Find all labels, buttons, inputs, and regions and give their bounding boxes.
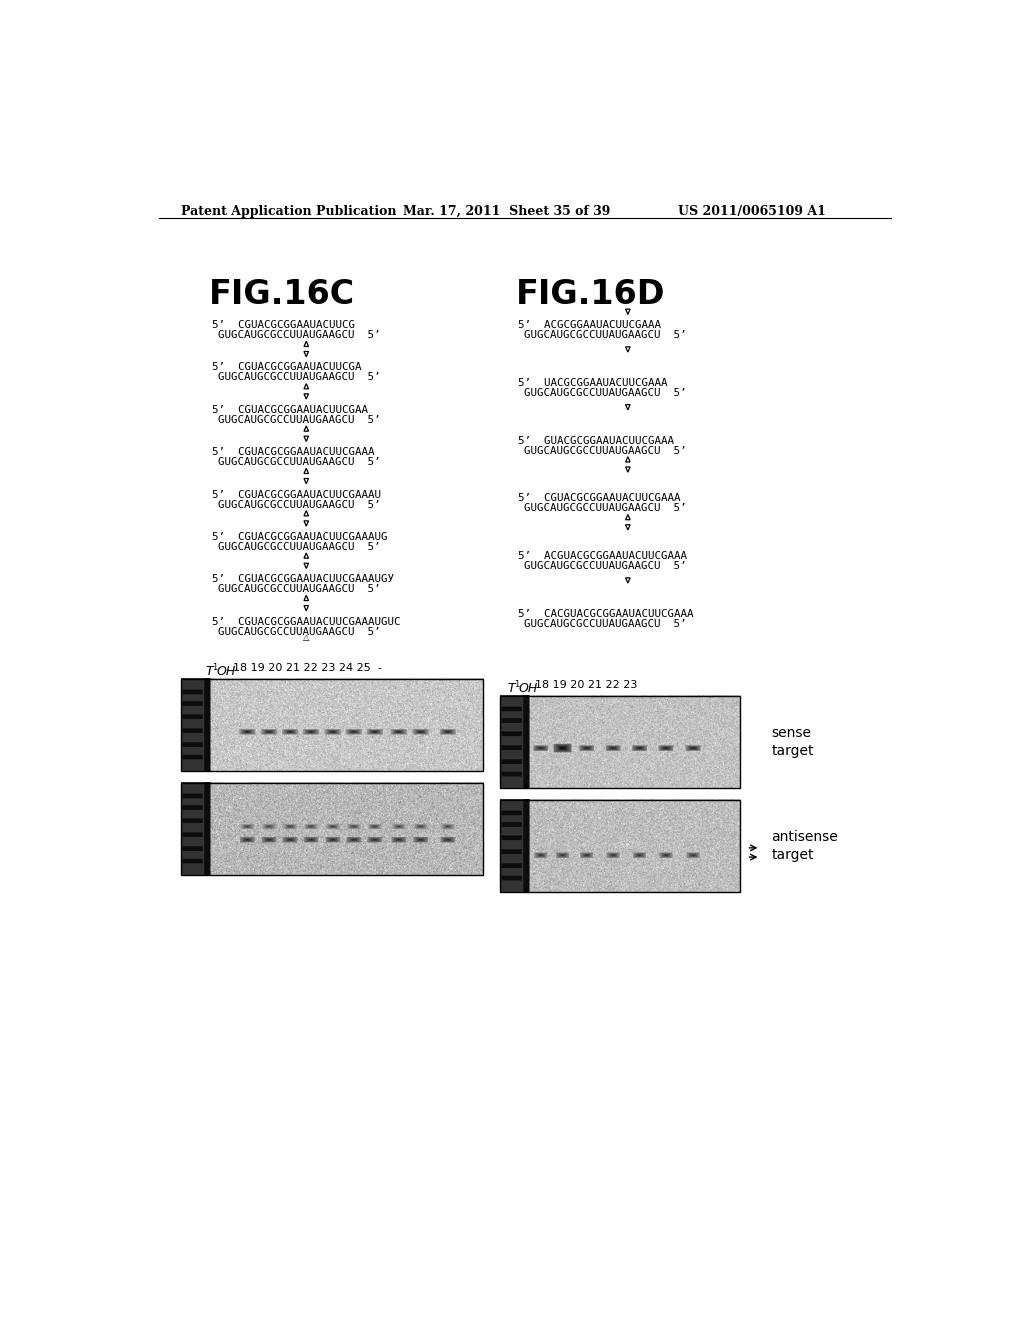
Text: 5’  CGUACGCGGAAUACUUCGAAAUGУ: 5’ CGUACGCGGAAUACUUCGAAAUGУ: [212, 574, 393, 585]
Text: 5’  CGUACGCGGAAUACUUCGA: 5’ CGUACGCGGAAUACUUCGA: [212, 363, 361, 372]
Text: T: T: [508, 682, 515, 696]
Text: T: T: [206, 665, 213, 678]
Text: 5’  GUACGCGGAAUACUUCGAAA: 5’ GUACGCGGAAUACUUCGAAA: [518, 436, 674, 446]
Text: Patent Application Publication: Patent Application Publication: [180, 205, 396, 218]
Text: GUGCAUGCGCCUUAUGAAGCU  5’: GUGCAUGCGCCUUAUGAAGCU 5’: [524, 330, 686, 341]
Text: 5’  CGUACGCGGAAUACUUCG: 5’ CGUACGCGGAAUACUUCG: [212, 321, 354, 330]
Text: 5’  CGUACGCGGAAUACUUCGAAA: 5’ CGUACGCGGAAUACUUCGAAA: [518, 494, 680, 503]
Text: 18 19 20 21 22 23 24 25  -: 18 19 20 21 22 23 24 25 -: [232, 663, 381, 673]
Text: GUGCAUGCGCCUUAUGAAGCU  5’: GUGCAUGCGCCUUAUGAAGCU 5’: [524, 446, 686, 455]
Text: 5’  CGUACGCGGAAUACUUCGAAAU: 5’ CGUACGCGGAAUACUUCGAAAU: [212, 490, 381, 499]
Text: GUGCAUGCGCCUUAUGAAGCU  5’: GUGCAUGCGCCUUAUGAAGCU 5’: [524, 503, 686, 513]
Text: GUGCAUGCGCCUUAUGAAGCU  5’: GUGCAUGCGCCUUAUGAAGCU 5’: [218, 585, 380, 594]
Text: GUGCAUGCGCCUUAUGAAGCU  5’: GUGCAUGCGCCUUAUGAAGCU 5’: [524, 561, 686, 572]
Text: 5’  CACGUACGCGGAAUACUUCGAAA: 5’ CACGUACGCGGAAUACUUCGAAA: [518, 609, 693, 619]
Text: OH: OH: [518, 682, 538, 696]
Text: GUGCAUGCGCCUUAUGAAGCU  5’: GUGCAUGCGCCUUAUGAAGCU 5’: [218, 372, 380, 383]
Text: OH: OH: [216, 665, 236, 678]
Text: GUGCAUGCGCCUUAUGAAGCU  5’: GUGCAUGCGCCUUAUGAAGCU 5’: [218, 330, 380, 341]
Text: △: △: [303, 632, 309, 642]
Text: 5’  CGUACGCGGAAUACUUCGAA: 5’ CGUACGCGGAAUACUUCGAA: [212, 405, 368, 414]
Text: 5’  CGUACGCGGAAUACUUCGAAA: 5’ CGUACGCGGAAUACUUCGAAA: [212, 447, 374, 457]
Text: GUGCAUGCGCCUUAUGAAGCU  5’: GUGCAUGCGCCUUAUGAAGCU 5’: [218, 627, 380, 636]
Text: 18 19 20 21 22 23: 18 19 20 21 22 23: [535, 680, 637, 689]
Text: US 2011/0065109 A1: US 2011/0065109 A1: [678, 205, 826, 218]
Bar: [500, 800, 740, 892]
Text: 5’  ACGCGGAAUACUUCGAAA: 5’ ACGCGGAAUACUUCGAAA: [518, 321, 660, 330]
Text: GUGCAUGCGCCUUAUGAAGCU  5’: GUGCAUGCGCCUUAUGAAGCU 5’: [218, 499, 380, 510]
Text: 5’  UACGCGGAAUACUUCGAAA: 5’ UACGCGGAAUACUUCGAAA: [518, 378, 668, 388]
Text: GUGCAUGCGCCUUAUGAAGCU  5’: GUGCAUGCGCCUUAUGAAGCU 5’: [218, 543, 380, 552]
Text: FIG.16C: FIG.16C: [209, 277, 355, 310]
Text: GUGCAUGCGCCUUAUGAAGCU  5’: GUGCAUGCGCCUUAUGAAGCU 5’: [218, 414, 380, 425]
Text: 1: 1: [514, 680, 519, 689]
Text: Mar. 17, 2011  Sheet 35 of 39: Mar. 17, 2011 Sheet 35 of 39: [403, 205, 610, 218]
Text: 5’  CGUACGCGGAAUACUUCGAAAUGUC: 5’ CGUACGCGGAAUACUUCGAAAUGUC: [212, 616, 400, 627]
Bar: [180, 783, 483, 875]
Text: FIG.16D: FIG.16D: [515, 277, 665, 310]
Text: sense
target: sense target: [771, 726, 814, 758]
Bar: [500, 696, 740, 788]
Text: GUGCAUGCGCCUUAUGAAGCU  5’: GUGCAUGCGCCUUAUGAAGCU 5’: [524, 388, 686, 397]
Bar: [180, 678, 483, 771]
Text: 1: 1: [212, 663, 217, 672]
Text: GUGCAUGCGCCUUAUGAAGCU  5’: GUGCAUGCGCCUUAUGAAGCU 5’: [524, 619, 686, 628]
Text: 5’  ACGUACGCGGAAUACUUCGAAA: 5’ ACGUACGCGGAAUACUUCGAAA: [518, 552, 687, 561]
Text: GUGCAUGCGCCUUAUGAAGCU  5’: GUGCAUGCGCCUUAUGAAGCU 5’: [218, 457, 380, 467]
Text: 5’  CGUACGCGGAAUACUUCGAAAUG: 5’ CGUACGCGGAAUACUUCGAAAUG: [212, 532, 387, 541]
Text: antisense
target: antisense target: [771, 830, 838, 862]
